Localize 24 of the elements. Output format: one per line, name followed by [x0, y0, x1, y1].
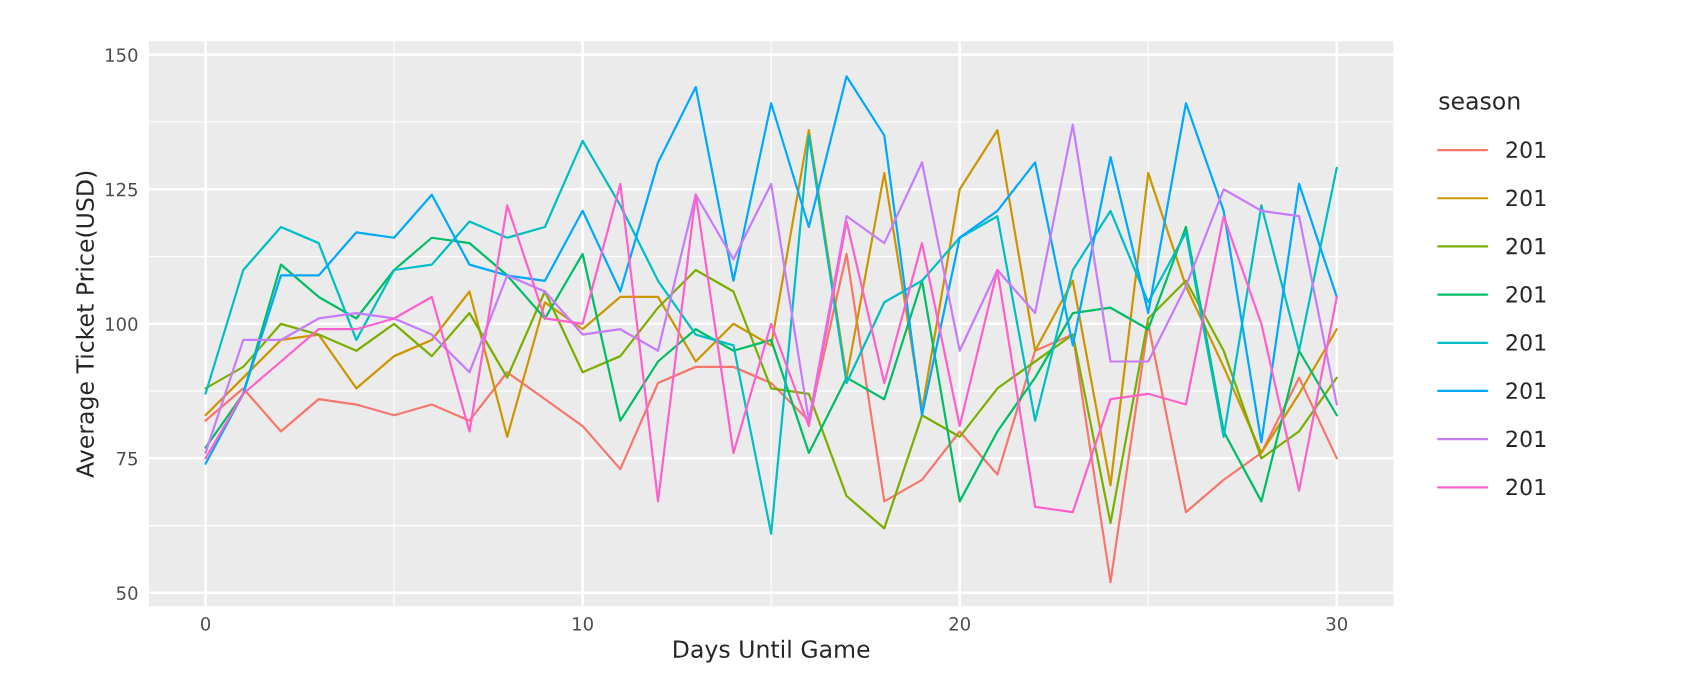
y-tick-label: 50	[116, 586, 138, 600]
line-series	[204, 182, 1338, 514]
y-tick-label: 125	[106, 182, 137, 197]
x-tick-label: 10	[573, 617, 593, 631]
legend-label: 201	[1506, 237, 1546, 255]
line-series	[204, 225, 1338, 503]
line-series	[204, 268, 1338, 530]
legend-label: 201	[1506, 334, 1546, 351]
legend-title: season	[1439, 96, 1520, 110]
line-series	[204, 252, 1338, 584]
x-tick-label: 0	[200, 617, 211, 631]
y-tick-label: 100	[106, 317, 138, 331]
legend-label: 201	[1506, 430, 1546, 448]
legend-label: 201	[1506, 382, 1546, 400]
x-tick-label: 30	[1326, 617, 1348, 631]
y-tick-label: 150	[106, 48, 138, 62]
x-axis-title: Days Until Game	[674, 639, 870, 663]
x-tick-label: 20	[949, 617, 970, 631]
y-tick-label: 75	[117, 452, 137, 466]
legend-label: 201	[1506, 189, 1546, 207]
legend-label: 201	[1506, 141, 1546, 159]
legend-label: 201	[1506, 478, 1546, 496]
legend-label: 201	[1506, 285, 1546, 303]
y-axis-title: Average Ticket Price(USD)	[75, 171, 99, 478]
